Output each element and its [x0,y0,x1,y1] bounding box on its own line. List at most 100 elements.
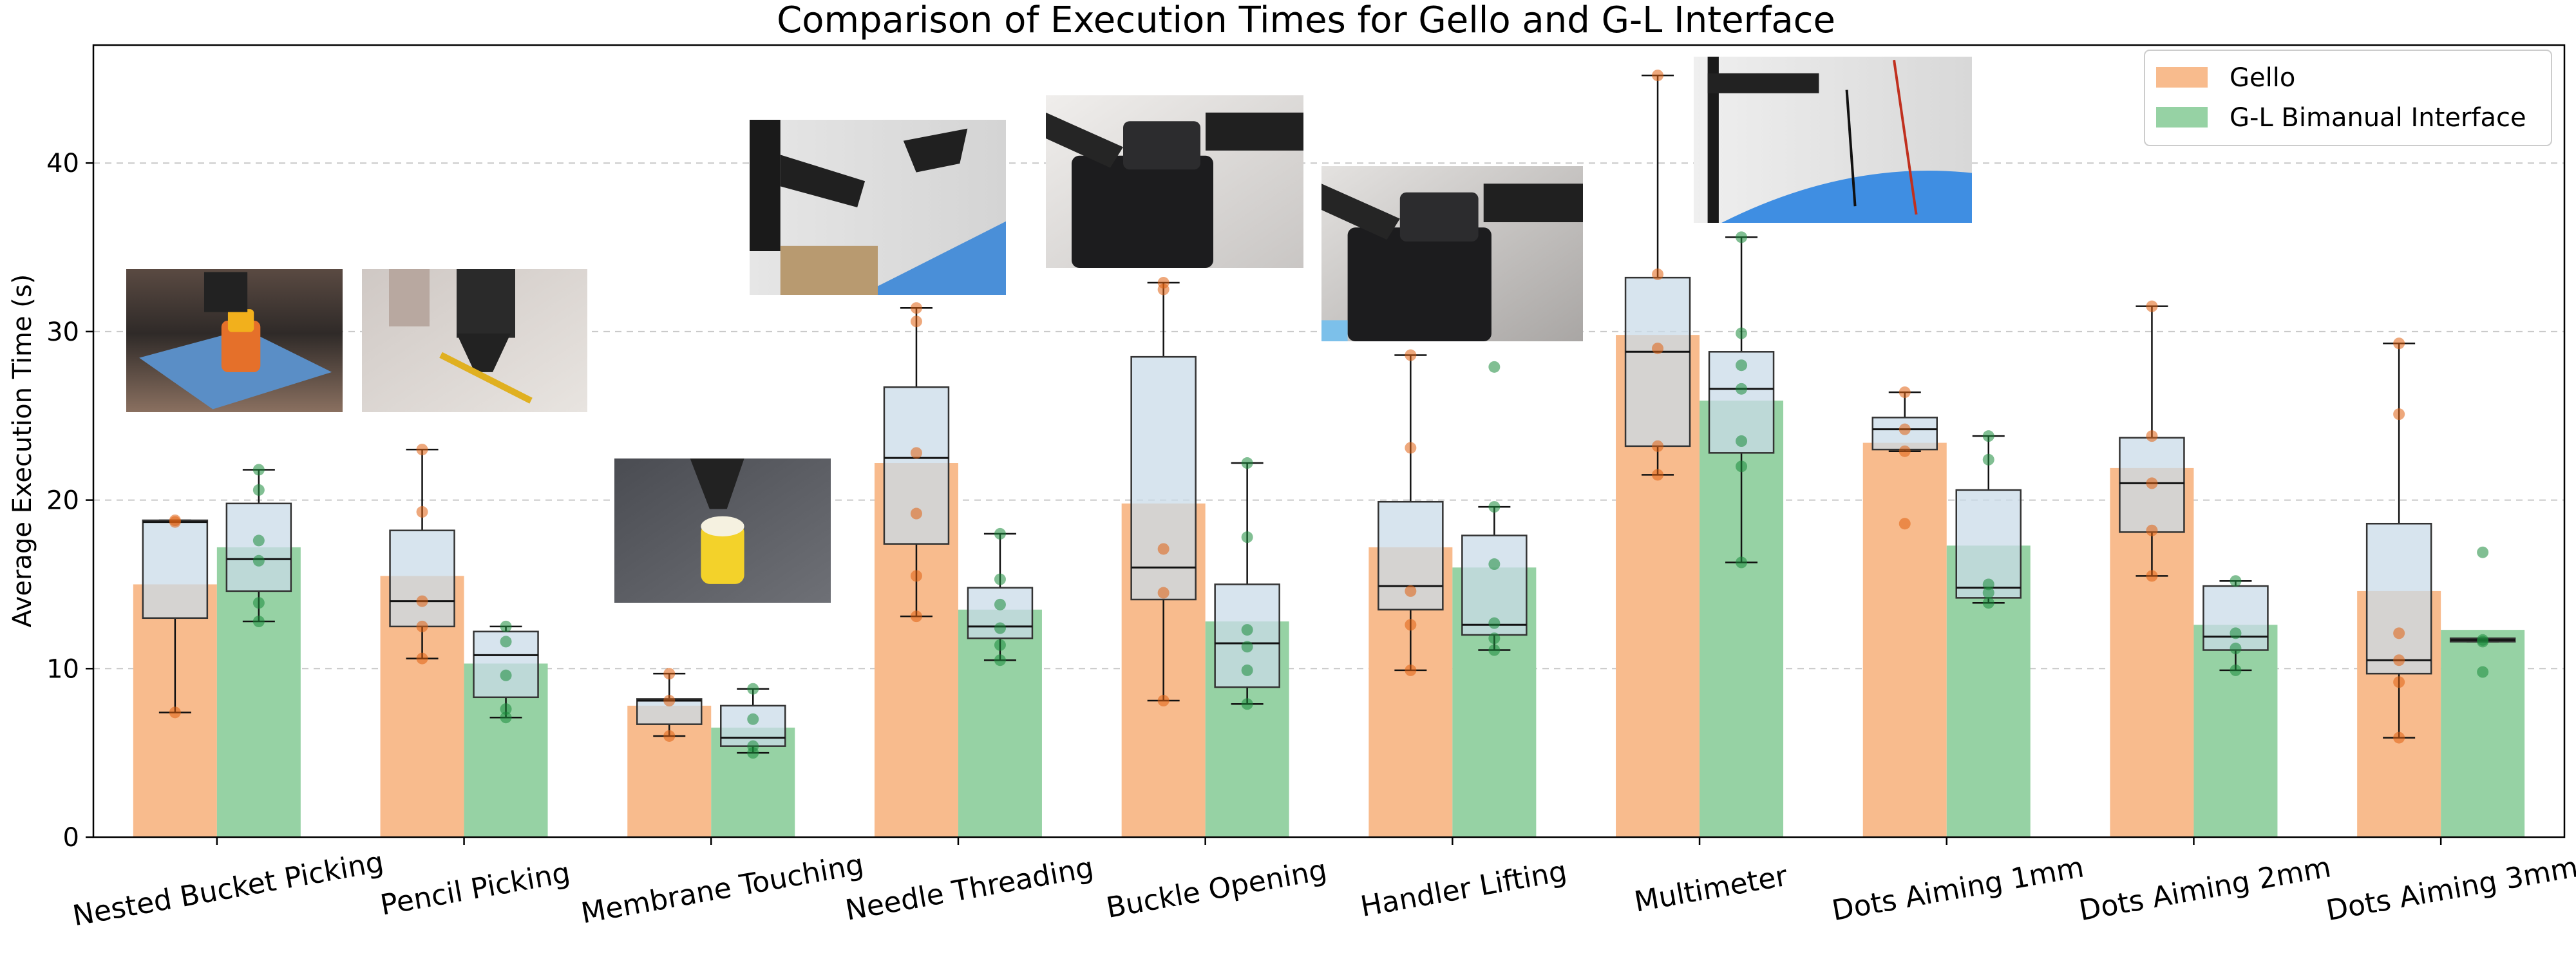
point-gello [2393,337,2405,350]
point-g-l-bimanual-interface [747,713,759,725]
x-tick-label: Nested Bucket Picking [70,846,386,932]
legend-label-gl-interface: G-L Bimanual Interface [2230,103,2526,133]
nested-bucket-photo [126,269,343,412]
point-gello [2146,300,2158,312]
point-gello [910,447,922,459]
y-tick-label: 30 [46,317,79,347]
x-tick-label: Handler Lifting [1358,855,1569,923]
point-g-l-bimanual-interface [1982,453,1994,466]
point-gello [910,316,922,328]
x-tick-label: Dots Aiming 1mm [1830,851,2087,927]
point-g-l-bimanual-interface [2477,634,2489,646]
membrane-photo [614,458,831,603]
y-tick-label: 10 [46,654,79,684]
point-gello [2393,654,2405,666]
bar-gello-dots-aiming-1mm [1862,442,1947,837]
point-g-l-bimanual-interface [1736,359,1748,372]
point-g-l-bimanual-interface [500,703,512,715]
point-gello [1652,440,1664,452]
point-gello [663,668,676,680]
point-gello [1157,543,1170,555]
box-g-l-bimanual-interface-dots-aiming-2mm [2202,585,2269,651]
x-tick-label: Buckle Opening [1104,854,1329,925]
x-tick-label: Dots Aiming 2mm [2077,851,2334,927]
point-g-l-bimanual-interface [1736,231,1748,243]
point-g-l-bimanual-interface [994,622,1006,634]
point-g-l-bimanual-interface [252,554,265,567]
point-gello [416,652,428,665]
point-g-l-bimanual-interface [1736,556,1748,569]
point-g-l-bimanual-interface [994,573,1006,585]
point-g-l-bimanual-interface [1488,632,1501,645]
point-gello [169,706,181,719]
point-gello [416,444,428,456]
point-g-l-bimanual-interface [1241,457,1253,469]
point-g-l-bimanual-interface [1241,664,1253,676]
point-g-l-bimanual-interface [1488,501,1501,513]
point-gello [1652,268,1664,280]
legend-swatch-gello [2156,67,2208,88]
point-gello [1405,664,1417,676]
y-tick-label: 0 [63,823,79,853]
handler-photo [1321,166,1583,341]
point-gello [1899,445,1911,457]
box-gello-nested-bucket-picking [142,519,209,619]
x-tick-label: Dots Aiming 3mm [2324,851,2576,927]
point-g-l-bimanual-interface [747,740,759,752]
point-gello [1899,386,1911,399]
box-gello-multimeter [1624,276,1691,448]
plot-frame [92,44,2566,838]
chart-title: Comparison of Execution Times for Gello … [777,0,1835,41]
point-g-l-bimanual-interface [1488,617,1501,629]
x-tick-label: Multimeter [1632,860,1790,919]
point-gello [663,730,676,742]
point-g-l-bimanual-interface [1241,531,1253,543]
point-gello [1899,423,1911,435]
point-g-l-bimanual-interface [1488,644,1501,656]
point-g-l-bimanual-interface [1241,698,1253,710]
point-g-l-bimanual-interface [2477,666,2489,678]
point-g-l-bimanual-interface [252,484,265,496]
point-g-l-bimanual-interface [994,654,1006,666]
point-g-l-bimanual-interface [1241,641,1253,653]
box-g-l-bimanual-interface-pencil-picking [473,630,539,699]
point-gello [2146,524,2158,536]
y-tick-label: 40 [46,149,79,178]
point-g-l-bimanual-interface [1982,587,1994,599]
pencil-photo [362,269,587,412]
point-g-l-bimanual-interface [2230,575,2242,587]
point-gello [1157,695,1170,707]
point-g-l-bimanual-interface [994,639,1006,651]
box-g-l-bimanual-interface-nested-bucket-picking [225,502,292,592]
box-gello-pencil-picking [389,529,455,628]
point-g-l-bimanual-interface [2230,664,2242,676]
box-gello-needle-threading [883,386,950,545]
point-g-l-bimanual-interface [1488,558,1501,571]
point-gello [2146,477,2158,489]
box-gello-buckle-opening [1130,355,1197,601]
point-gello [910,610,922,623]
legend: Gello G-L Bimanual Interface [2144,50,2552,146]
point-g-l-bimanual-interface [1488,361,1501,373]
point-gello [663,695,676,707]
point-g-l-bimanual-interface [1736,435,1748,447]
point-gello [1157,587,1170,599]
needle-photo [750,120,1006,295]
point-g-l-bimanual-interface [2477,546,2489,558]
point-g-l-bimanual-interface [1982,597,1994,609]
point-gello [416,595,428,607]
point-gello [1405,619,1417,631]
point-gello [1405,349,1417,361]
point-g-l-bimanual-interface [500,620,512,632]
point-g-l-bimanual-interface [1736,383,1748,395]
point-gello [910,302,922,314]
point-gello [2393,408,2405,421]
point-g-l-bimanual-interface [1736,327,1748,339]
buckle-photo [1046,95,1303,268]
legend-label-gello: Gello [2230,63,2295,93]
point-g-l-bimanual-interface [2230,642,2242,654]
legend-swatch-gl-interface [2156,107,2208,128]
point-g-l-bimanual-interface [252,464,265,476]
box-gello-dots-aiming-3mm [2365,522,2432,675]
